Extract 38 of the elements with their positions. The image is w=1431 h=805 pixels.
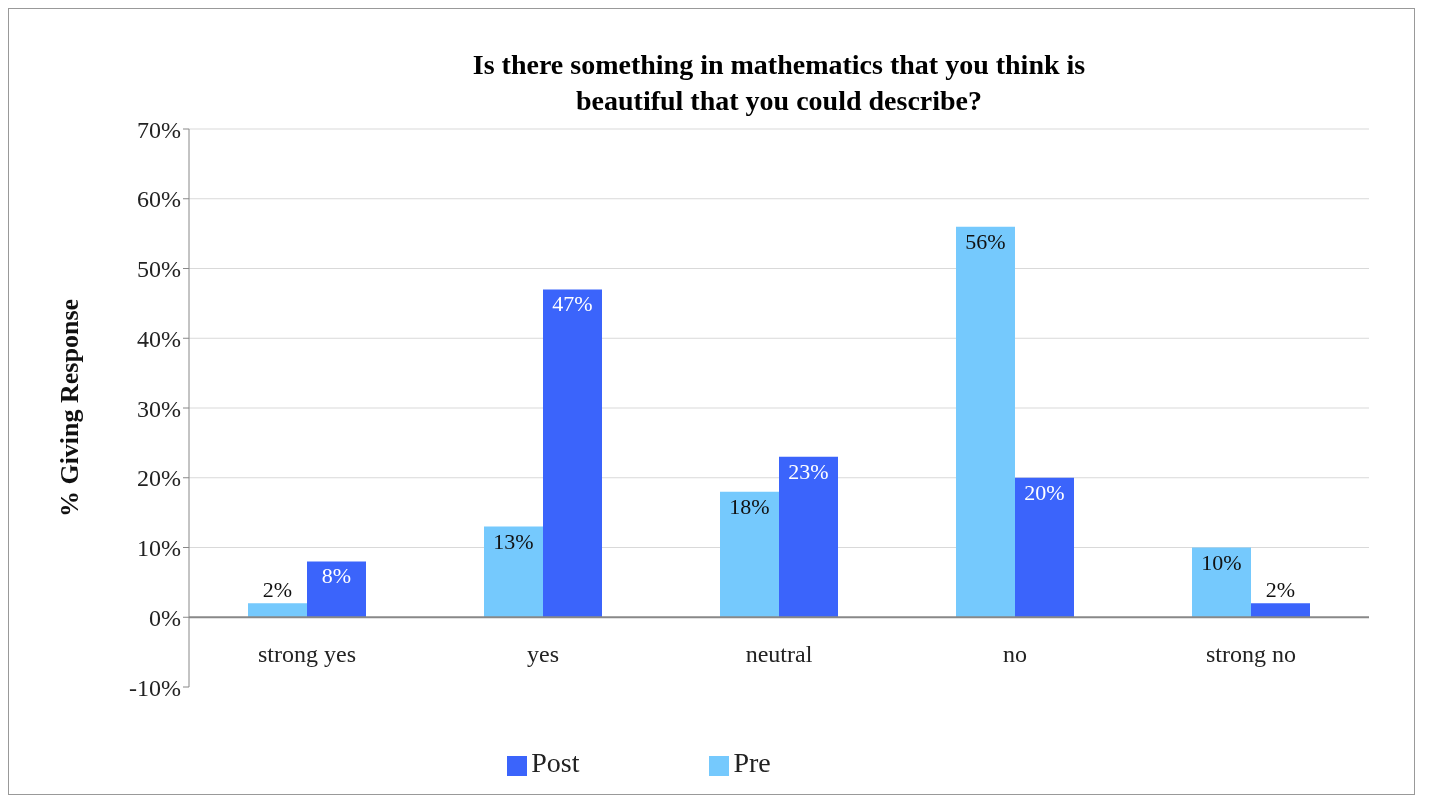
bar (248, 603, 307, 618)
x-tick-label: strong no (1206, 641, 1296, 668)
bar (307, 561, 366, 618)
y-tick-label: 40% (137, 325, 181, 352)
chart-title: Is there something in mathematics that you think is beautiful that you could describe? (471, 48, 1087, 118)
bar (720, 491, 779, 618)
y-tick-label: 10% (137, 535, 181, 562)
legend-label: Pre (733, 747, 771, 778)
y-axis-title: % Giving Response (55, 298, 85, 518)
data-label: 13% (493, 528, 534, 554)
x-tick-label: yes (527, 641, 559, 668)
data-label: 56% (965, 228, 1006, 254)
data-label: 10% (1201, 549, 1242, 575)
bar (543, 289, 602, 618)
bar (1015, 477, 1074, 618)
x-tick-label: strong yes (258, 641, 356, 668)
y-tick-label: -10% (129, 674, 182, 701)
legend-label: Post (531, 747, 580, 778)
bar (956, 226, 1015, 618)
data-label: 2% (1265, 577, 1296, 603)
bar (1251, 603, 1310, 618)
data-label: 47% (552, 291, 593, 317)
y-tick-label: 30% (137, 395, 181, 422)
bar (484, 526, 543, 618)
data-label: 20% (1024, 479, 1065, 505)
data-label: 2% (262, 577, 293, 603)
bar (1192, 547, 1251, 618)
y-tick-label: 60% (137, 186, 181, 213)
data-label: 8% (321, 563, 352, 589)
bar (779, 456, 838, 618)
data-label: 18% (729, 493, 770, 519)
x-tick-label: no (1003, 641, 1027, 668)
y-tick-label: 70% (137, 116, 181, 143)
x-tick-label: neutral (745, 641, 813, 668)
y-tick-label: 20% (137, 465, 181, 492)
y-tick-label: 0% (149, 604, 181, 631)
y-tick-label: 50% (137, 256, 181, 283)
data-label: 23% (788, 458, 829, 484)
